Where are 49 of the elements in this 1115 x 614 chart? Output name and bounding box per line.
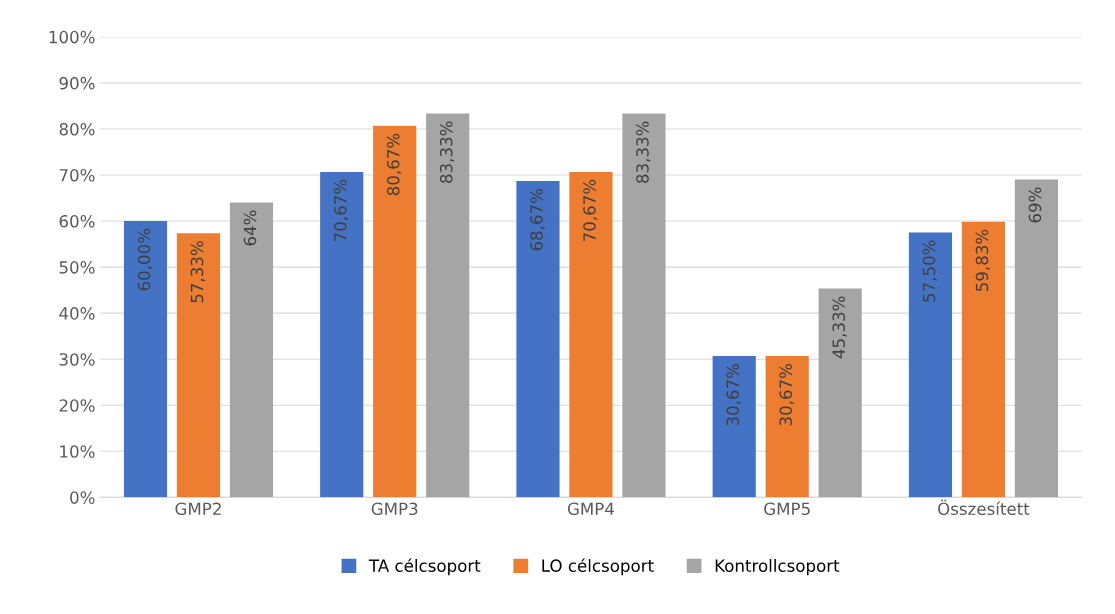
data-label: 83,33% xyxy=(439,121,455,183)
x-tick-label: GMP4 xyxy=(567,502,614,516)
bar xyxy=(176,233,221,498)
bar xyxy=(123,221,168,498)
data-label: 80,67% xyxy=(386,133,402,196)
data-label: 70,67% xyxy=(583,179,598,241)
bar xyxy=(320,171,364,498)
y-tick-label: 10% xyxy=(60,445,95,458)
data-label: 69% xyxy=(1028,187,1042,223)
data-label: 60,00% xyxy=(137,228,153,291)
y-tick-label: 80% xyxy=(59,122,95,136)
y-tick-label: 30% xyxy=(59,353,95,366)
data-label: 57,33% xyxy=(190,241,206,303)
data-label: 68,67% xyxy=(530,188,545,251)
bar xyxy=(426,113,470,498)
y-tick-label: 50% xyxy=(59,261,95,274)
y-tick-label: 100% xyxy=(49,30,95,44)
bar xyxy=(373,125,417,498)
y-tick-label: 60% xyxy=(59,215,95,228)
bar xyxy=(712,356,756,498)
bar xyxy=(622,113,666,498)
x-tick-label: GMP3 xyxy=(371,502,418,516)
data-label: 30,67% xyxy=(726,363,741,426)
bar xyxy=(229,202,274,498)
y-tick-label: 40% xyxy=(59,307,95,320)
x-tick-label: GMP2 xyxy=(175,502,221,516)
data-label: 57,50% xyxy=(922,240,937,302)
data-label: 64% xyxy=(243,210,257,246)
bar xyxy=(818,288,862,498)
bar xyxy=(765,356,809,498)
legend-label: Kontrollcsoport xyxy=(715,559,840,576)
bar xyxy=(569,171,613,498)
bar xyxy=(1014,179,1058,498)
legend-label: LO célcsoport xyxy=(542,558,654,576)
data-label: 45,33% xyxy=(832,296,847,359)
x-tick-label: Összesített xyxy=(938,499,1030,516)
x-tick-label: GMP5 xyxy=(764,502,810,516)
y-tick-label: 70% xyxy=(59,168,95,182)
y-tick-label: 0% xyxy=(70,491,95,504)
data-label: 59,83% xyxy=(975,229,990,291)
bar xyxy=(516,181,560,498)
data-label: 70,67% xyxy=(333,179,349,241)
y-tick-label: 90% xyxy=(59,76,95,90)
y-tick-label: 20% xyxy=(59,399,95,412)
legend-label: TA célcsoport xyxy=(368,558,481,576)
bar xyxy=(908,232,953,498)
data-label: 83,33% xyxy=(636,121,651,183)
bar xyxy=(961,221,1006,498)
data-label: 30,67% xyxy=(779,363,794,426)
